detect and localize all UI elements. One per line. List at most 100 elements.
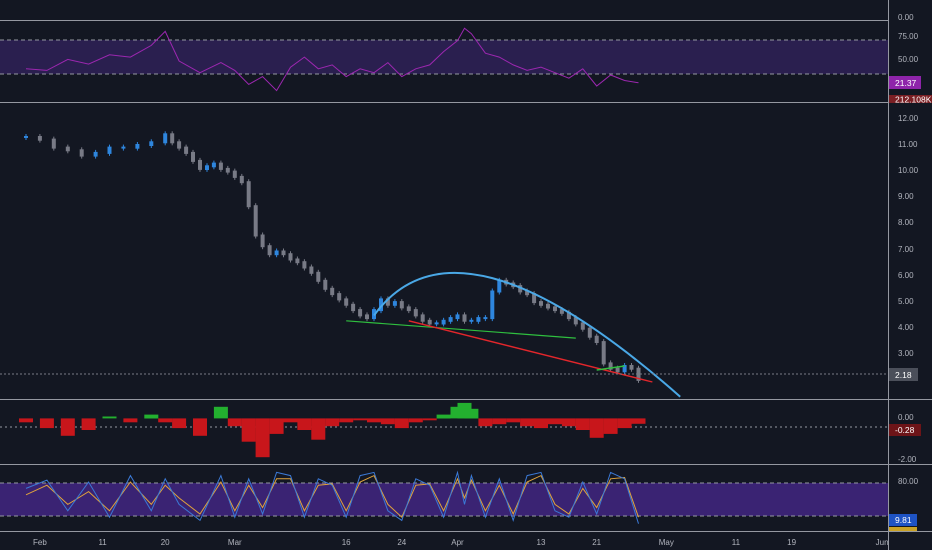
flag-line-green: [596, 365, 625, 371]
rsi-tick: 0.00: [898, 13, 914, 22]
histogram-bar: [144, 414, 159, 419]
stoch-axis: 80.00: [898, 477, 919, 486]
histogram-bar: [464, 408, 479, 419]
price-tick: 4.00: [898, 323, 914, 332]
rsi-value-badge: 21.37: [889, 76, 921, 89]
time-axis-tick: May: [659, 538, 674, 547]
volume-value-badge: 212.108K: [889, 95, 932, 105]
histogram-bar: [631, 418, 646, 424]
stoch-tick: 80.00: [898, 477, 919, 486]
histogram-bar: [19, 418, 33, 423]
time-axis-tick: 11: [98, 538, 107, 547]
rsi-badge-text: 21.37: [895, 78, 917, 88]
histogram-value-badge: -0.28: [889, 424, 921, 436]
time-axis-tick: 21: [592, 538, 601, 547]
histogram-bar: [548, 418, 562, 425]
histogram-bar: [520, 418, 535, 427]
price-badge-text: 2.18: [895, 370, 912, 380]
histogram-bar: [269, 418, 284, 434]
price-candles: [24, 131, 641, 383]
histogram-bar: [227, 418, 242, 427]
histogram-bar: [478, 418, 493, 427]
price-tick: 11.00: [898, 140, 918, 149]
time-axis-tick: 16: [342, 538, 351, 547]
price-tick: 9.00: [898, 192, 914, 201]
time-axis-tick: Mar: [228, 538, 242, 547]
histogram-bar: [123, 418, 138, 423]
rsi-badge-bg: [889, 76, 921, 89]
stoch-d-line: [25, 474, 639, 519]
histogram-bar: [339, 418, 354, 423]
price-tick: 3.00: [898, 349, 914, 358]
price-axis: 12.00 11.00 10.00 9.00 8.00 7.00 6.00 5.…: [898, 114, 919, 358]
histogram-badge-bg: [889, 424, 921, 436]
rsi-tick: 50.00: [898, 55, 919, 64]
time-axis-tick: 24: [397, 538, 406, 547]
stoch-badge-secondary: [889, 527, 917, 531]
price-badge-bg: [889, 368, 918, 381]
histogram-bar: [39, 418, 54, 429]
histogram-bar: [283, 418, 298, 423]
histogram-bar: [408, 418, 423, 423]
rsi-tick: 75.00: [898, 32, 919, 41]
support-line-green: [346, 320, 576, 339]
histogram-bar: [422, 418, 437, 421]
rounding-top-arc: [373, 271, 681, 398]
histogram-axis: 0.00 -2.00: [898, 413, 917, 464]
histogram-bar: [241, 418, 256, 442]
histogram-bar: [561, 418, 576, 427]
histogram-bar: [297, 418, 312, 430]
rsi-band: [0, 40, 888, 74]
volume-badge-text: 212.108K: [895, 95, 932, 105]
price-tick: 12.00: [898, 114, 919, 123]
time-axis-tick: Feb: [33, 538, 47, 547]
histogram-bar: [394, 418, 409, 429]
time-axis-tick: 13: [537, 538, 546, 547]
histogram-bar: [325, 418, 340, 427]
time-axis: Feb 11 20 Mar 16 24 Apr 13 21 May 11 19 Jun: [33, 538, 889, 547]
histogram-bar: [436, 414, 451, 419]
histogram-bars: [19, 402, 646, 458]
price-tick: 5.00: [898, 297, 914, 306]
support-line-red: [408, 320, 653, 383]
histogram-bar: [213, 406, 228, 419]
histogram-bar: [102, 416, 117, 419]
volume-badge-bg: [889, 95, 932, 103]
histogram-bar: [193, 418, 207, 436]
histogram-bar: [367, 418, 381, 423]
price-tick: 10.00: [898, 166, 919, 175]
histogram-bar: [575, 418, 590, 430]
price-value-badge: 2.18: [889, 368, 918, 381]
stoch-badge-text: 9.81: [895, 515, 912, 525]
time-axis-tick: 19: [787, 538, 796, 547]
stoch-k-line: [25, 470, 639, 524]
histogram-badge-text: -0.28: [895, 425, 915, 435]
histogram-bar: [603, 418, 618, 434]
rsi-line: [25, 27, 639, 92]
histogram-bar: [255, 418, 270, 458]
stoch-value-badge: 9.81: [889, 514, 917, 531]
histogram-bar: [380, 418, 395, 425]
histogram-bar: [60, 418, 75, 436]
time-axis-tick: 11: [732, 538, 741, 547]
histogram-bar: [492, 418, 507, 425]
histogram-bar: [353, 418, 368, 421]
price-tick: 7.00: [898, 245, 914, 254]
time-axis-tick: 20: [161, 538, 170, 547]
histogram-bar: [534, 418, 548, 429]
price-tick: 6.00: [898, 271, 914, 280]
histogram-bar: [81, 418, 96, 430]
histogram-bar: [311, 418, 326, 440]
time-axis-tick: Jun: [876, 538, 889, 547]
price-tick: 8.00: [898, 218, 914, 227]
histogram-tick: -2.00: [898, 455, 917, 464]
histogram-bar: [172, 418, 187, 429]
stoch-badge-bg: [889, 514, 917, 526]
time-axis-tick: Apr: [451, 538, 464, 547]
rsi-axis: 0.00 75.00 50.00: [898, 13, 919, 64]
histogram-bar: [158, 418, 173, 423]
histogram-tick: 0.00: [898, 413, 914, 422]
